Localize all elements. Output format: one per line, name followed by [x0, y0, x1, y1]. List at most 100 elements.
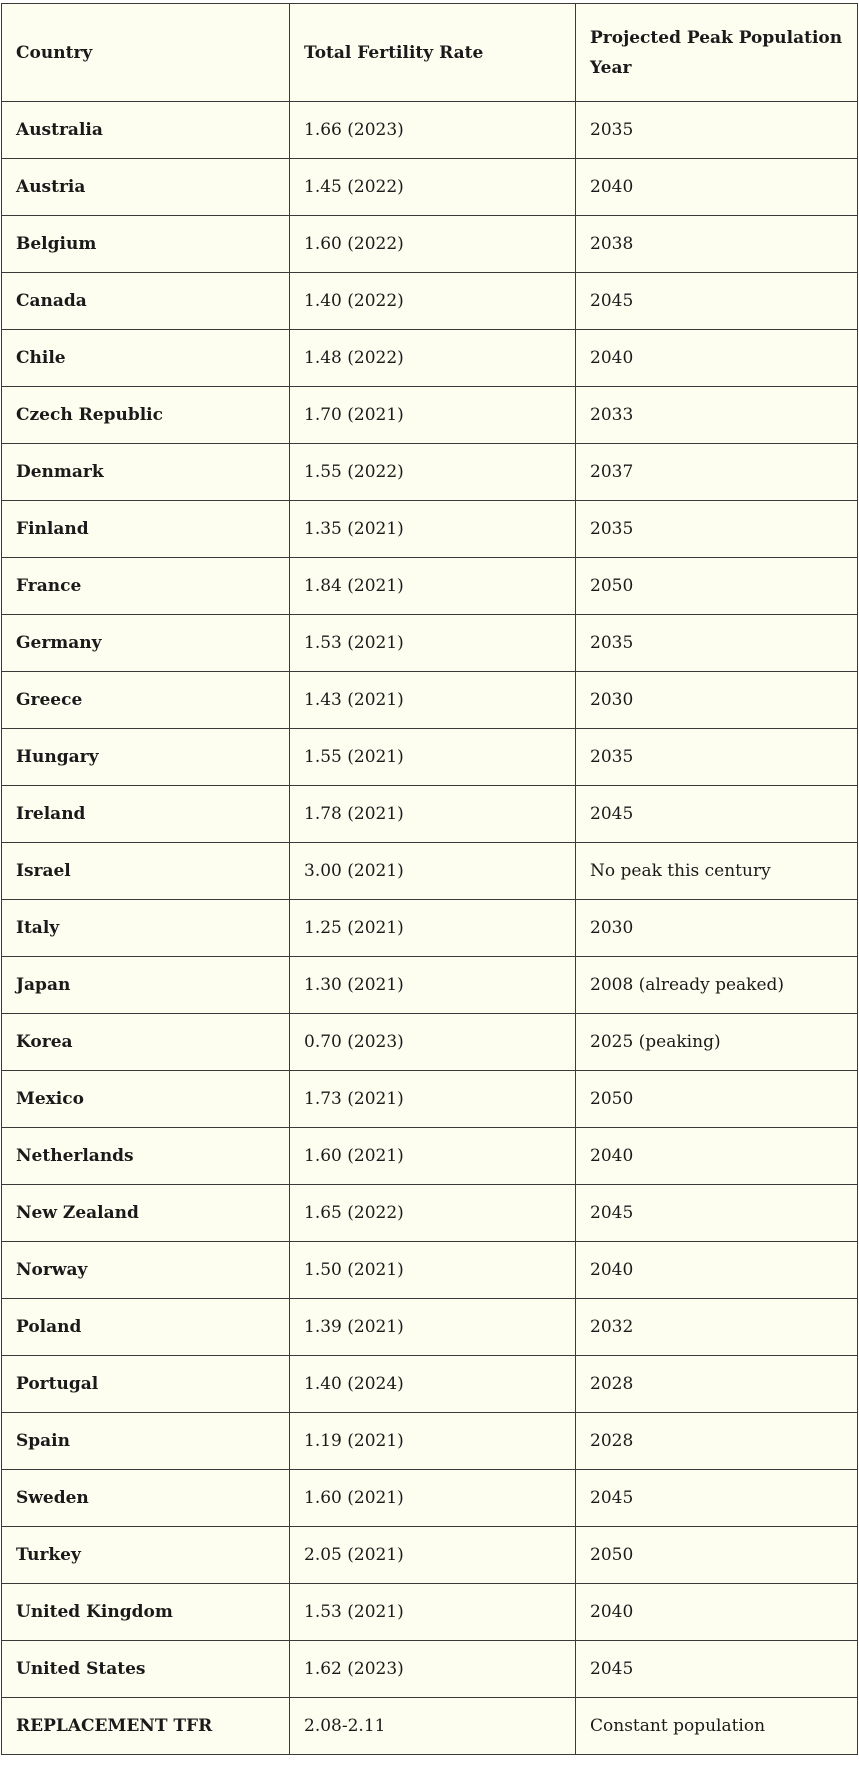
peak-year-cell: 2030	[575, 899, 858, 957]
peak-year-cell: 2025 (peaking)	[575, 1013, 858, 1071]
table-row: Czech Republic 1.70 (2021) 2033	[1, 386, 858, 444]
tfr-cell: 1.60 (2021)	[289, 1127, 576, 1185]
tfr-cell: 2.05 (2021)	[289, 1526, 576, 1584]
table-row: United States 1.62 (2023) 2045	[1, 1640, 858, 1698]
country-cell: Italy	[1, 899, 290, 957]
country-cell: Hungary	[1, 728, 290, 786]
table-row: Italy 1.25 (2021) 2030	[1, 899, 858, 957]
country-cell: Sweden	[1, 1469, 290, 1527]
country-cell: Spain	[1, 1412, 290, 1470]
peak-year-cell: 2028	[575, 1355, 858, 1413]
country-cell: Netherlands	[1, 1127, 290, 1185]
table-row: Israel 3.00 (2021) No peak this century	[1, 842, 858, 900]
country-cell: Turkey	[1, 1526, 290, 1584]
peak-year-cell: 2050	[575, 1526, 858, 1584]
tfr-cell: 1.40 (2024)	[289, 1355, 576, 1413]
country-cell: United States	[1, 1640, 290, 1698]
peak-year-cell: 2045	[575, 1640, 858, 1698]
table-row: Mexico 1.73 (2021) 2050	[1, 1070, 858, 1128]
tfr-cell: 2.08-2.11	[289, 1697, 576, 1755]
table-row: Austria 1.45 (2022) 2040	[1, 158, 858, 216]
table-row: Portugal 1.40 (2024) 2028	[1, 1355, 858, 1413]
tfr-cell: 1.70 (2021)	[289, 386, 576, 444]
tfr-cell: 1.84 (2021)	[289, 557, 576, 615]
tfr-cell: 1.66 (2023)	[289, 101, 576, 159]
peak-year-cell: 2045	[575, 1184, 858, 1242]
country-cell: Austria	[1, 158, 290, 216]
country-cell: Belgium	[1, 215, 290, 273]
tfr-cell: 1.73 (2021)	[289, 1070, 576, 1128]
country-cell: Chile	[1, 329, 290, 387]
tfr-cell: 1.25 (2021)	[289, 899, 576, 957]
peak-year-cell: 2035	[575, 101, 858, 159]
header-peak-year: Projected Peak Population Year	[575, 3, 858, 102]
country-cell: United Kingdom	[1, 1583, 290, 1641]
tfr-cell: 1.19 (2021)	[289, 1412, 576, 1470]
header-row: Country Total Fertility Rate Projected P…	[1, 3, 858, 102]
peak-year-cell: 2035	[575, 614, 858, 672]
tfr-cell: 1.53 (2021)	[289, 1583, 576, 1641]
country-cell: France	[1, 557, 290, 615]
tfr-cell: 1.40 (2022)	[289, 272, 576, 330]
tfr-cell: 0.70 (2023)	[289, 1013, 576, 1071]
table-row: Netherlands 1.60 (2021) 2040	[1, 1127, 858, 1185]
table-row: United Kingdom 1.53 (2021) 2040	[1, 1583, 858, 1641]
country-cell: Korea	[1, 1013, 290, 1071]
tfr-cell: 1.45 (2022)	[289, 158, 576, 216]
peak-year-cell: 2033	[575, 386, 858, 444]
peak-year-cell: 2008 (already peaked)	[575, 956, 858, 1014]
tfr-cell: 1.48 (2022)	[289, 329, 576, 387]
table-row: Australia 1.66 (2023) 2035	[1, 101, 858, 159]
country-cell: Germany	[1, 614, 290, 672]
country-cell: Israel	[1, 842, 290, 900]
tfr-cell: 3.00 (2021)	[289, 842, 576, 900]
table-row: New Zealand 1.65 (2022) 2045	[1, 1184, 858, 1242]
country-cell: Canada	[1, 272, 290, 330]
peak-year-cell: 2030	[575, 671, 858, 729]
fertility-table: Country Total Fertility Rate Projected P…	[1, 3, 858, 1755]
table-row: Finland 1.35 (2021) 2035	[1, 500, 858, 558]
tfr-cell: 1.62 (2023)	[289, 1640, 576, 1698]
tfr-cell: 1.50 (2021)	[289, 1241, 576, 1299]
country-cell: Portugal	[1, 1355, 290, 1413]
country-cell: Australia	[1, 101, 290, 159]
table-row: Japan 1.30 (2021) 2008 (already peaked)	[1, 956, 858, 1014]
header-tfr: Total Fertility Rate	[289, 3, 576, 102]
country-cell: Czech Republic	[1, 386, 290, 444]
tfr-cell: 1.78 (2021)	[289, 785, 576, 843]
table-row: Germany 1.53 (2021) 2035	[1, 614, 858, 672]
peak-year-cell: 2035	[575, 500, 858, 558]
table-row: Ireland 1.78 (2021) 2045	[1, 785, 858, 843]
peak-year-cell: 2045	[575, 1469, 858, 1527]
table-row: Turkey 2.05 (2021) 2050	[1, 1526, 858, 1584]
tfr-cell: 1.65 (2022)	[289, 1184, 576, 1242]
peak-year-cell: 2050	[575, 557, 858, 615]
peak-year-cell: 2040	[575, 1583, 858, 1641]
table-row: Hungary 1.55 (2021) 2035	[1, 728, 858, 786]
country-cell: New Zealand	[1, 1184, 290, 1242]
country-cell: Finland	[1, 500, 290, 558]
country-cell: Ireland	[1, 785, 290, 843]
table-row: Norway 1.50 (2021) 2040	[1, 1241, 858, 1299]
tfr-cell: 1.55 (2021)	[289, 728, 576, 786]
tfr-cell: 1.35 (2021)	[289, 500, 576, 558]
peak-year-cell: 2032	[575, 1298, 858, 1356]
peak-year-cell: Constant population	[575, 1697, 858, 1755]
table-row: Chile 1.48 (2022) 2040	[1, 329, 858, 387]
table-row: Spain 1.19 (2021) 2028	[1, 1412, 858, 1470]
peak-year-cell: 2037	[575, 443, 858, 501]
peak-year-cell: 2045	[575, 785, 858, 843]
country-cell: Greece	[1, 671, 290, 729]
table-row: Sweden 1.60 (2021) 2045	[1, 1469, 858, 1527]
table-row: REPLACEMENT TFR 2.08-2.11 Constant populat…	[1, 1697, 858, 1755]
tfr-cell: 1.60 (2021)	[289, 1469, 576, 1527]
header-country: Country	[1, 3, 290, 102]
table-row: France 1.84 (2021) 2050	[1, 557, 858, 615]
tfr-cell: 1.55 (2022)	[289, 443, 576, 501]
peak-year-cell: 2028	[575, 1412, 858, 1470]
peak-year-cell: 2035	[575, 728, 858, 786]
country-cell: Japan	[1, 956, 290, 1014]
tfr-cell: 1.60 (2022)	[289, 215, 576, 273]
tfr-cell: 1.30 (2021)	[289, 956, 576, 1014]
table-row: Korea 0.70 (2023) 2025 (peaking)	[1, 1013, 858, 1071]
